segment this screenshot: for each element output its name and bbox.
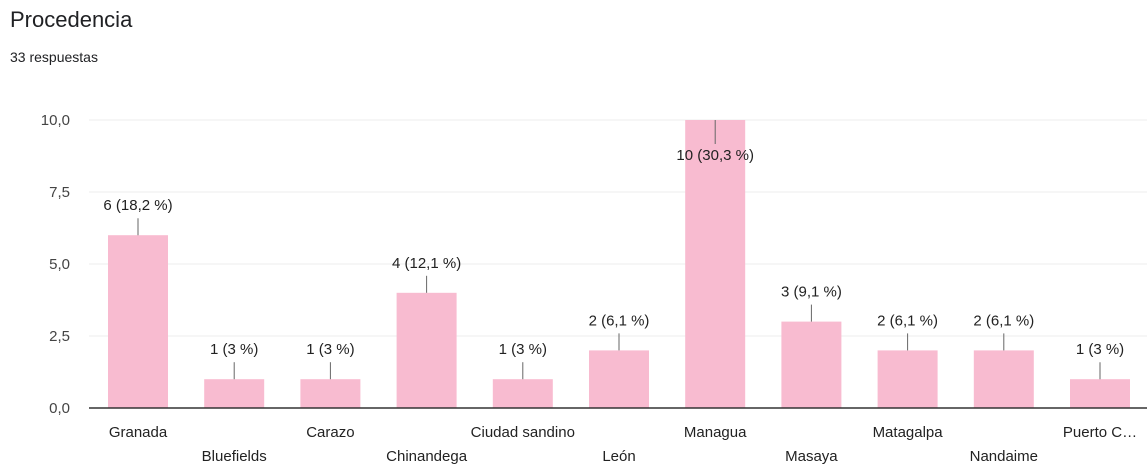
bar xyxy=(492,379,553,408)
data-label: 2 (6,1 %) xyxy=(589,312,650,329)
bar xyxy=(396,292,457,408)
bar xyxy=(204,379,265,408)
x-category-label: Granada xyxy=(109,424,168,441)
data-label: 2 (6,1 %) xyxy=(877,312,938,329)
x-category-label: Bluefields xyxy=(202,448,267,465)
y-tick-label: 5,0 xyxy=(49,256,70,273)
bar xyxy=(300,379,361,408)
bar xyxy=(877,350,938,408)
x-category-label: Chinandega xyxy=(386,448,468,465)
x-category-label: Puerto C… xyxy=(1063,424,1137,441)
chart-title: Procedencia xyxy=(10,7,133,32)
y-tick-label: 10,0 xyxy=(41,112,70,129)
bar xyxy=(781,321,842,408)
response-count: 33 respuestas xyxy=(10,49,98,65)
data-label: 1 (3 %) xyxy=(1076,341,1124,358)
data-label: 10 (30,3 %) xyxy=(676,147,754,164)
bar xyxy=(589,350,649,408)
data-label: 3 (9,1 %) xyxy=(781,284,842,301)
x-category-label: Matagalpa xyxy=(873,424,944,441)
y-tick-label: 0,0 xyxy=(49,400,70,417)
y-tick-label: 2,5 xyxy=(49,328,70,345)
data-label: 6 (18,2 %) xyxy=(103,197,172,214)
data-label: 2 (6,1 %) xyxy=(973,312,1034,329)
bar xyxy=(1070,379,1130,408)
bar xyxy=(108,235,168,408)
bar xyxy=(973,350,1034,408)
y-tick-label: 7,5 xyxy=(49,184,70,201)
bar xyxy=(685,120,746,408)
data-label: 4 (12,1 %) xyxy=(392,255,461,272)
x-category-label: Ciudad sandino xyxy=(471,424,575,441)
x-category-label: Nandaime xyxy=(970,448,1038,465)
x-category-label: León xyxy=(602,448,635,465)
x-category-label: Carazo xyxy=(306,424,354,441)
data-label: 1 (3 %) xyxy=(499,341,547,358)
data-label: 1 (3 %) xyxy=(210,341,258,358)
x-category-label: Masaya xyxy=(785,448,838,465)
data-label: 1 (3 %) xyxy=(306,341,354,358)
x-category-label: Managua xyxy=(684,424,747,441)
